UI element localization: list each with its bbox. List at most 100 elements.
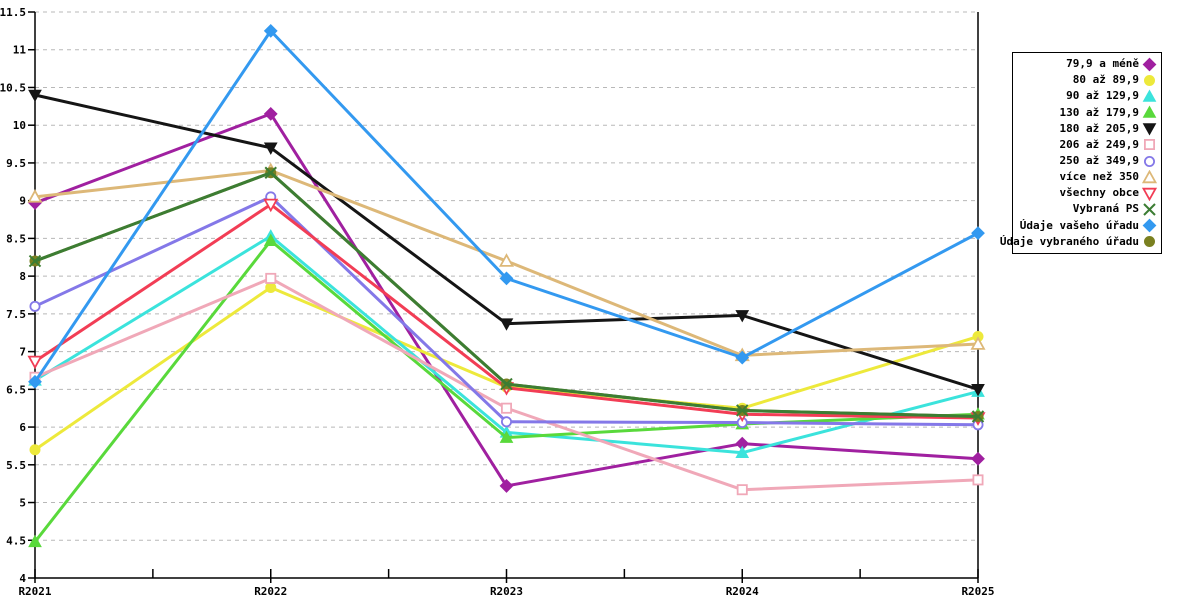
- legend-item: 79,9 a méně: [1015, 56, 1157, 72]
- legend-item-label: 206 až 249,9: [1059, 137, 1139, 151]
- y-axis-tick-label: 11.5: [0, 6, 26, 19]
- y-axis-tick-label: 5.5: [6, 459, 26, 472]
- triangle-up-marker-icon: [970, 336, 986, 350]
- x-marker-icon: [28, 254, 42, 268]
- legend-marker: [1142, 169, 1157, 183]
- legend-item-label: 130 až 179,9: [1059, 105, 1139, 119]
- y-axis-tick-label: 7: [19, 346, 26, 359]
- legend-item-label: 80 až 89,9: [1072, 73, 1139, 87]
- diamond-marker-icon: [499, 479, 514, 493]
- x-marker-icon: [1143, 203, 1156, 216]
- triangle-up-marker-icon: [735, 445, 750, 459]
- x-axis-tick-label: R2023: [490, 585, 523, 598]
- series-3: [28, 233, 985, 548]
- series-7: [27, 162, 986, 362]
- triangle-up-marker-icon: [1142, 105, 1157, 118]
- square-marker-icon: [265, 272, 277, 284]
- square-marker-icon: [736, 484, 748, 496]
- square-marker-icon: [500, 402, 512, 414]
- x-axis-tick-label: R2025: [961, 585, 994, 598]
- circle-marker-icon: [1144, 74, 1155, 86]
- diamond-marker-icon: [1142, 57, 1157, 71]
- legend-item-label: 180 až 205,9: [1059, 121, 1139, 135]
- x-axis-tick-label: R2021: [18, 585, 51, 598]
- legend-item: 90 až 129,9: [1015, 88, 1157, 104]
- square-marker-icon: [1144, 139, 1155, 151]
- circle-marker-icon: [29, 300, 41, 312]
- y-axis-tick-label: 9.5: [6, 157, 26, 170]
- series-10: [28, 23, 985, 389]
- legend-item: 130 až 179,9: [1015, 105, 1157, 121]
- series-9: [28, 166, 985, 423]
- triangle-down-marker-icon: [971, 384, 985, 397]
- series-6: [29, 191, 984, 431]
- legend-item: všechny obce: [1015, 185, 1157, 201]
- y-axis-tick-label: 10: [13, 119, 26, 132]
- x-marker-icon: [264, 166, 277, 179]
- x-marker-icon: [971, 410, 985, 423]
- circle-marker-icon: [1144, 155, 1155, 167]
- legend-item: více než 350: [1015, 169, 1157, 185]
- legend-item: 80 až 89,9: [1015, 72, 1157, 88]
- legend-item: Vybraná PS: [1015, 201, 1157, 217]
- y-axis-tick-label: 6: [19, 421, 26, 434]
- x-axis-tick-label: R2022: [254, 585, 287, 598]
- triangle-down-marker-icon: [1142, 187, 1157, 201]
- legend-marker: [1142, 187, 1157, 201]
- legend-item: 206 až 249,9: [1015, 137, 1157, 153]
- triangle-up-marker-icon: [499, 430, 514, 443]
- legend-item-label: Údaje vašeho úřadu: [1019, 218, 1139, 232]
- legend-item-label: více než 350: [1059, 170, 1139, 184]
- diamond-marker-icon: [735, 350, 750, 365]
- circle-marker-icon: [265, 281, 277, 293]
- y-axis-tick-label: 10.5: [0, 81, 26, 94]
- diamond-marker-icon: [971, 451, 985, 466]
- triangle-up-marker-icon: [1142, 89, 1157, 102]
- legend-marker: [1142, 105, 1157, 118]
- y-axis-tick-label: 5: [19, 497, 26, 510]
- diamond-marker-icon: [1142, 218, 1157, 233]
- triangle-down-marker-icon: [263, 198, 279, 213]
- x-marker-icon: [500, 377, 513, 391]
- legend-marker: [1144, 236, 1155, 248]
- legend-marker: [1142, 89, 1157, 102]
- triangle-down-marker-icon: [263, 142, 278, 155]
- triangle-up-marker-icon: [1142, 169, 1157, 183]
- series-8: [27, 198, 986, 426]
- triangle-up-marker-icon: [27, 189, 43, 203]
- legend-item-label: 90 až 129,9: [1066, 89, 1139, 103]
- triangle-up-marker-icon: [263, 233, 278, 246]
- circle-marker-icon: [1144, 236, 1155, 248]
- x-marker-icon: [736, 404, 749, 417]
- legend-item-label: 250 až 349,9: [1059, 154, 1139, 168]
- legend-marker: [1144, 139, 1155, 151]
- legend-item-label: Údaje vybraného úřadu: [999, 234, 1139, 248]
- legend-marker: [1142, 57, 1157, 71]
- y-axis-tick-label: 11: [13, 44, 27, 57]
- circle-marker-icon: [500, 416, 512, 428]
- triangle-down-marker-icon: [499, 318, 514, 331]
- series-4: [28, 89, 985, 397]
- y-axis-tick-label: 8: [19, 270, 26, 283]
- x-axis-tick-label: R2024: [726, 585, 759, 598]
- triangle-down-marker-icon: [735, 310, 750, 323]
- y-axis-tick-label: 4.5: [6, 534, 26, 547]
- y-axis-tick-label: 6.5: [6, 383, 26, 396]
- diamond-marker-icon: [263, 106, 278, 121]
- legend-marker: [1142, 218, 1157, 233]
- legend-item-label: všechny obce: [1059, 186, 1139, 200]
- y-axis-tick-label: 4: [19, 572, 26, 585]
- chart-legend: 79,9 a méně 80 až 89,9 90 až 129,9 130 až 1…: [1000, 52, 1162, 254]
- triangle-down-marker-icon: [27, 355, 43, 370]
- y-axis-tick-label: 9: [19, 195, 26, 208]
- legend-item-label: Vybraná PS: [1072, 202, 1139, 216]
- diamond-marker-icon: [971, 226, 985, 241]
- triangle-down-marker-icon: [28, 89, 42, 103]
- triangle-down-marker-icon: [1142, 123, 1157, 136]
- diamond-marker-icon: [263, 23, 278, 38]
- triangle-up-marker-icon: [498, 253, 515, 267]
- legend-item: Údaje vašeho úřadu: [1015, 218, 1157, 234]
- legend-marker: [1143, 203, 1156, 216]
